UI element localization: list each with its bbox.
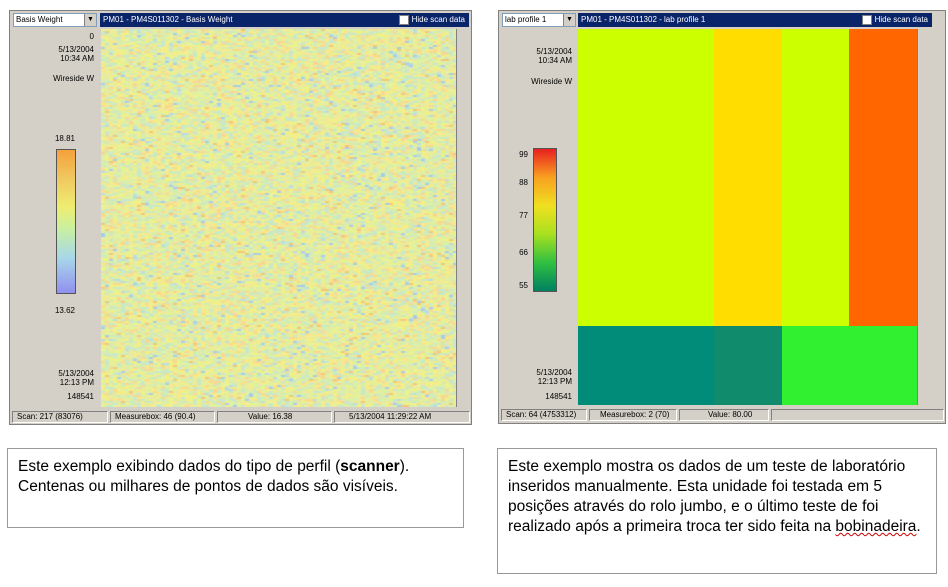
- right-caption: Este exemplo mostra os dados de um teste…: [497, 448, 937, 574]
- right-scale-tick: 99: [519, 150, 528, 159]
- right-position-label: Wireside W: [531, 77, 572, 86]
- left-status-bar: Scan: 217 (83076) Measurebox: 46 (90.4) …: [12, 411, 470, 423]
- left-caption-text: Este exemplo exibindo dados do tipo de p…: [18, 458, 341, 475]
- right-status-scan: Scan: 64 (4753312): [501, 409, 587, 421]
- right-status-bar: Scan: 64 (4753312) Measurebox: 2 (70) Va…: [501, 409, 944, 421]
- left-hide-scan-toggle[interactable]: Hide scan data: [398, 13, 465, 27]
- left-axis-panel: 0 5/13/2004 10:34 AM Wireside W 18.81 13…: [10, 28, 100, 406]
- left-variable-select[interactable]: Basis Weight ▼: [13, 13, 97, 27]
- right-end-date: 5/13/2004: [536, 368, 572, 377]
- left-end-time: 12:13 PM: [59, 378, 94, 387]
- right-vertical-scrollbar[interactable]: [917, 29, 933, 405]
- left-variable-select-value: Basis Weight: [16, 15, 63, 24]
- checkbox-icon[interactable]: [861, 14, 872, 25]
- left-hide-scan-label: Hide scan data: [411, 15, 465, 24]
- right-color-scale-bar: [533, 148, 557, 292]
- left-scale-max: 18.81: [54, 134, 75, 143]
- left-caption: Este exemplo exibindo dados do tipo de p…: [7, 448, 464, 528]
- checkbox-icon[interactable]: [398, 14, 409, 25]
- left-status-measurebox: Measurebox: 46 (90.4): [110, 411, 215, 423]
- left-status-datetime: 5/13/2004 11:29:22 AM: [334, 411, 470, 423]
- right-status-measurebox: Measurebox: 2 (70): [589, 409, 677, 421]
- left-status-scan: Scan: 217 (83076): [12, 411, 108, 423]
- right-axis-panel: 5/13/2004 10:34 AM Wireside W 99 88 77 6…: [499, 28, 578, 406]
- right-caption-text: Este exemplo mostra os dados de um teste…: [508, 458, 906, 535]
- right-variable-select[interactable]: lab profile 1 ▼: [502, 13, 576, 27]
- right-start-date: 5/13/2004: [536, 47, 572, 56]
- right-scale-tick: 77: [519, 211, 528, 220]
- grid-cell[interactable]: [578, 326, 714, 405]
- left-scan-heatmap[interactable]: [101, 29, 456, 407]
- right-caption-text-end: .: [916, 518, 921, 535]
- chevron-down-icon[interactable]: ▼: [84, 14, 96, 26]
- right-variable-select-value: lab profile 1: [505, 15, 547, 24]
- left-caption-bold: scanner: [340, 458, 400, 475]
- chevron-down-icon[interactable]: ▼: [563, 14, 575, 26]
- left-end-id: 148541: [67, 392, 94, 401]
- left-scale-min: 13.62: [54, 306, 75, 315]
- right-scale-tick: 66: [519, 248, 528, 257]
- right-start-time: 10:34 AM: [538, 56, 572, 65]
- right-hide-scan-label: Hide scan data: [874, 15, 928, 24]
- grid-cell[interactable]: [849, 29, 917, 326]
- right-caption-spellcheck-word: bobinadeira: [835, 518, 917, 535]
- left-caption-text-end: ). Centenas ou milhares de pontos de dad…: [18, 458, 410, 495]
- grid-cell[interactable]: [714, 326, 782, 405]
- left-scan-window: Basis Weight ▼ PM01 - PM4S011302 - Basis…: [9, 10, 472, 425]
- right-status-value: Value: 80.00: [679, 409, 769, 421]
- left-top-value: 0: [89, 32, 94, 41]
- left-vertical-scrollbar[interactable]: [456, 29, 471, 407]
- left-color-scale-bar: [56, 149, 76, 294]
- left-window-title: PM01 - PM4S011302 - Basis Weight: [103, 15, 233, 24]
- grid-cell[interactable]: [714, 29, 782, 326]
- right-lab-grid[interactable]: [578, 29, 917, 405]
- right-scale-tick: 88: [519, 178, 528, 187]
- right-end-id: 148541: [545, 392, 572, 401]
- right-end-time: 12:13 PM: [537, 377, 572, 386]
- right-hide-scan-toggle[interactable]: Hide scan data: [861, 13, 928, 27]
- left-end-date: 5/13/2004: [58, 369, 94, 378]
- right-title-bar: PM01 - PM4S011302 - lab profile 1 Hide s…: [578, 13, 932, 27]
- grid-cell[interactable]: [782, 29, 849, 326]
- right-status-empty: [771, 409, 944, 421]
- right-window-title: PM01 - PM4S011302 - lab profile 1: [581, 15, 706, 24]
- right-scale-tick: 55: [519, 281, 528, 290]
- left-title-bar: PM01 - PM4S011302 - Basis Weight Hide sc…: [100, 13, 469, 27]
- right-lab-window: lab profile 1 ▼ PM01 - PM4S011302 - lab …: [498, 10, 946, 424]
- left-start-time: 10:34 AM: [60, 54, 94, 63]
- grid-cell[interactable]: [782, 326, 917, 405]
- left-position-label: Wireside W: [53, 74, 94, 83]
- left-status-value: Value: 16.38: [217, 411, 332, 423]
- grid-cell[interactable]: [578, 29, 714, 326]
- left-start-date: 5/13/2004: [58, 45, 94, 54]
